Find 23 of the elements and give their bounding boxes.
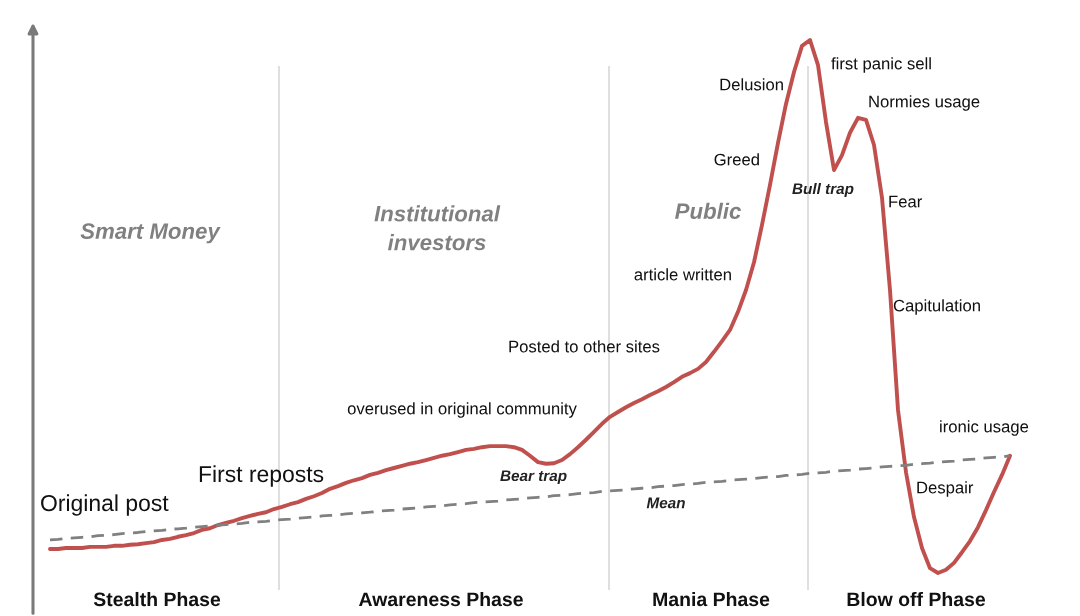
annotation: Delusion [720,78,783,91]
text: Stealth Phase [93,591,221,607]
annotation: Bull trap [792,182,854,198]
annotation: Fear [889,195,922,208]
annotation: ironic usage [940,420,1029,436]
annotation: Normies usage [869,95,980,111]
annotation: Capitulation [893,299,980,315]
series-label: Mean [646,497,685,509]
annotation: article written [634,268,731,281]
annotation: Despair [917,481,974,497]
annotation: Smart Money [80,223,221,244]
annotation: Bear trap [500,470,567,485]
annotation: Institutional investors [374,205,501,251]
annotation: first panic sell [831,57,931,73]
text: Awareness Phase [358,591,523,607]
annotation: Public [675,202,742,219]
annotation: overused in original community [347,402,577,418]
annotation: Original post [41,494,169,516]
text: Mania Phase [653,591,770,607]
annotation: First reposts [199,465,324,487]
text: Blow off Phase [847,591,986,607]
annotation: Greed [714,153,759,166]
annotation: Posted to other sites [509,340,660,353]
